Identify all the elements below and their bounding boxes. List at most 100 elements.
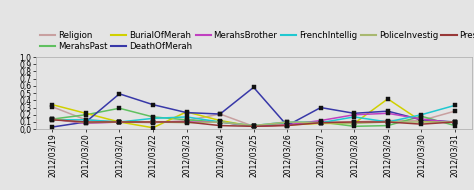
BurialOfMerah [419,120,424,122]
PoliceInvestig [49,118,55,120]
FrenchIntellig [251,124,256,127]
PresCampaign [117,121,122,123]
Line: MerahsBrother: MerahsBrother [51,112,456,128]
DeathOfMerah [351,112,357,114]
FrenchIntellig [284,121,290,123]
BurialOfMerah [150,127,156,129]
Religion [49,106,55,108]
PoliceInvestig [183,122,189,124]
DeathOfMerah [251,86,256,89]
BurialOfMerah [251,125,256,127]
Religion [385,119,391,122]
Religion [150,122,156,124]
MerahsBrother [284,124,290,126]
PoliceInvestig [284,121,290,123]
PoliceInvestig [318,122,324,124]
PresCampaign [419,123,424,125]
MerahsPast [318,121,324,123]
MerahsBrother [217,121,223,123]
BurialOfMerah [452,121,458,123]
FrenchIntellig [318,122,324,124]
MerahsBrother [419,118,424,120]
BurialOfMerah [318,122,324,125]
Line: FrenchIntellig: FrenchIntellig [51,104,456,127]
FrenchIntellig [49,119,55,121]
Line: DeathOfMerah: DeathOfMerah [51,86,456,129]
DeathOfMerah [385,110,391,112]
Line: MerahsPast: MerahsPast [51,107,456,128]
PresCampaign [183,121,189,123]
MerahsBrother [318,119,324,122]
PoliceInvestig [117,121,122,123]
MerahsPast [251,125,256,127]
Line: PresCampaign: PresCampaign [51,118,456,128]
Religion [284,124,290,126]
BurialOfMerah [183,111,189,113]
PresCampaign [150,121,156,123]
MerahsBrother [83,122,89,125]
FrenchIntellig [183,116,189,118]
Religion [117,121,122,123]
BurialOfMerah [284,124,290,126]
FrenchIntellig [385,121,391,123]
DeathOfMerah [318,106,324,109]
PresCampaign [217,124,223,127]
BurialOfMerah [83,112,89,114]
Religion [83,119,89,121]
DeathOfMerah [183,112,189,114]
PresCampaign [318,122,324,124]
DeathOfMerah [452,121,458,123]
MerahsPast [452,124,458,127]
Religion [351,121,357,123]
Legend: Religion, MerahsPast, BurialOfMerah, DeathOfMerah, MerahsBrother, FrenchIntellig: Religion, MerahsPast, BurialOfMerah, Dea… [40,31,474,51]
MerahsBrother [251,125,256,127]
BurialOfMerah [117,121,122,123]
MerahsBrother [452,122,458,124]
FrenchIntellig [150,117,156,120]
PresCampaign [83,121,89,123]
BurialOfMerah [385,98,391,100]
PoliceInvestig [217,121,223,123]
MerahsPast [117,107,122,109]
PoliceInvestig [419,121,424,123]
DeathOfMerah [49,126,55,128]
DeathOfMerah [83,121,89,123]
MerahsBrother [117,121,122,123]
MerahsPast [351,125,357,127]
DeathOfMerah [217,113,223,115]
PoliceInvestig [83,122,89,124]
PoliceInvestig [351,122,357,125]
MerahsPast [83,114,89,116]
MerahsBrother [385,112,391,114]
MerahsBrother [49,118,55,120]
Religion [217,113,223,115]
MerahsPast [49,118,55,120]
FrenchIntellig [217,121,223,123]
PresCampaign [251,125,256,127]
MerahsPast [150,116,156,118]
Religion [452,110,458,112]
DeathOfMerah [284,124,290,127]
PoliceInvestig [251,124,256,127]
FrenchIntellig [351,116,357,118]
DeathOfMerah [117,93,122,95]
PresCampaign [351,121,357,123]
MerahsBrother [351,114,357,116]
Line: PoliceInvestig: PoliceInvestig [51,117,456,127]
MerahsPast [419,115,424,117]
BurialOfMerah [351,122,357,125]
PoliceInvestig [452,121,458,123]
Religion [251,125,256,127]
DeathOfMerah [419,119,424,121]
PoliceInvestig [385,121,391,123]
Line: Religion: Religion [51,105,456,128]
MerahsBrother [150,121,156,123]
Religion [318,121,324,123]
BurialOfMerah [49,104,55,106]
MerahsPast [385,124,391,127]
FrenchIntellig [83,119,89,121]
FrenchIntellig [452,104,458,107]
PresCampaign [385,121,391,123]
MerahsPast [284,122,290,124]
DeathOfMerah [150,104,156,106]
